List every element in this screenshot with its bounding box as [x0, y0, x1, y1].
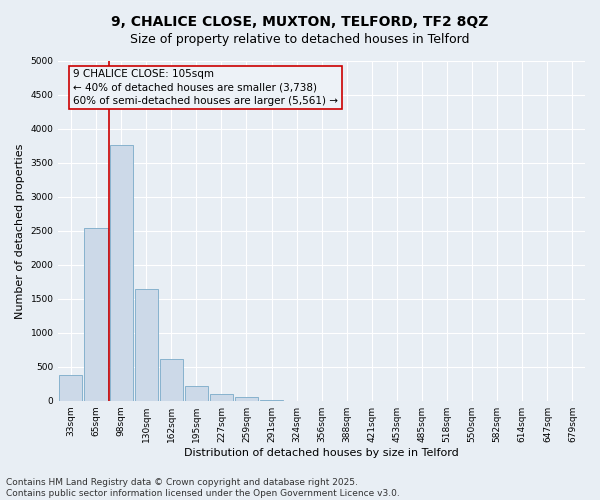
Bar	[160, 358, 183, 401]
Y-axis label: Number of detached properties: Number of detached properties	[15, 143, 25, 318]
Bar	[59, 375, 82, 400]
Text: 9 CHALICE CLOSE: 105sqm
← 40% of detached houses are smaller (3,738)
60% of semi: 9 CHALICE CLOSE: 105sqm ← 40% of detache…	[73, 69, 338, 106]
Bar	[185, 386, 208, 400]
Text: Size of property relative to detached houses in Telford: Size of property relative to detached ho…	[130, 32, 470, 46]
Bar	[134, 288, 158, 401]
Text: 9, CHALICE CLOSE, MUXTON, TELFORD, TF2 8QZ: 9, CHALICE CLOSE, MUXTON, TELFORD, TF2 8…	[112, 15, 488, 29]
Bar	[210, 394, 233, 400]
Bar	[235, 398, 258, 400]
Text: Contains HM Land Registry data © Crown copyright and database right 2025.
Contai: Contains HM Land Registry data © Crown c…	[6, 478, 400, 498]
X-axis label: Distribution of detached houses by size in Telford: Distribution of detached houses by size …	[184, 448, 459, 458]
Bar	[110, 145, 133, 401]
Bar	[85, 228, 107, 400]
